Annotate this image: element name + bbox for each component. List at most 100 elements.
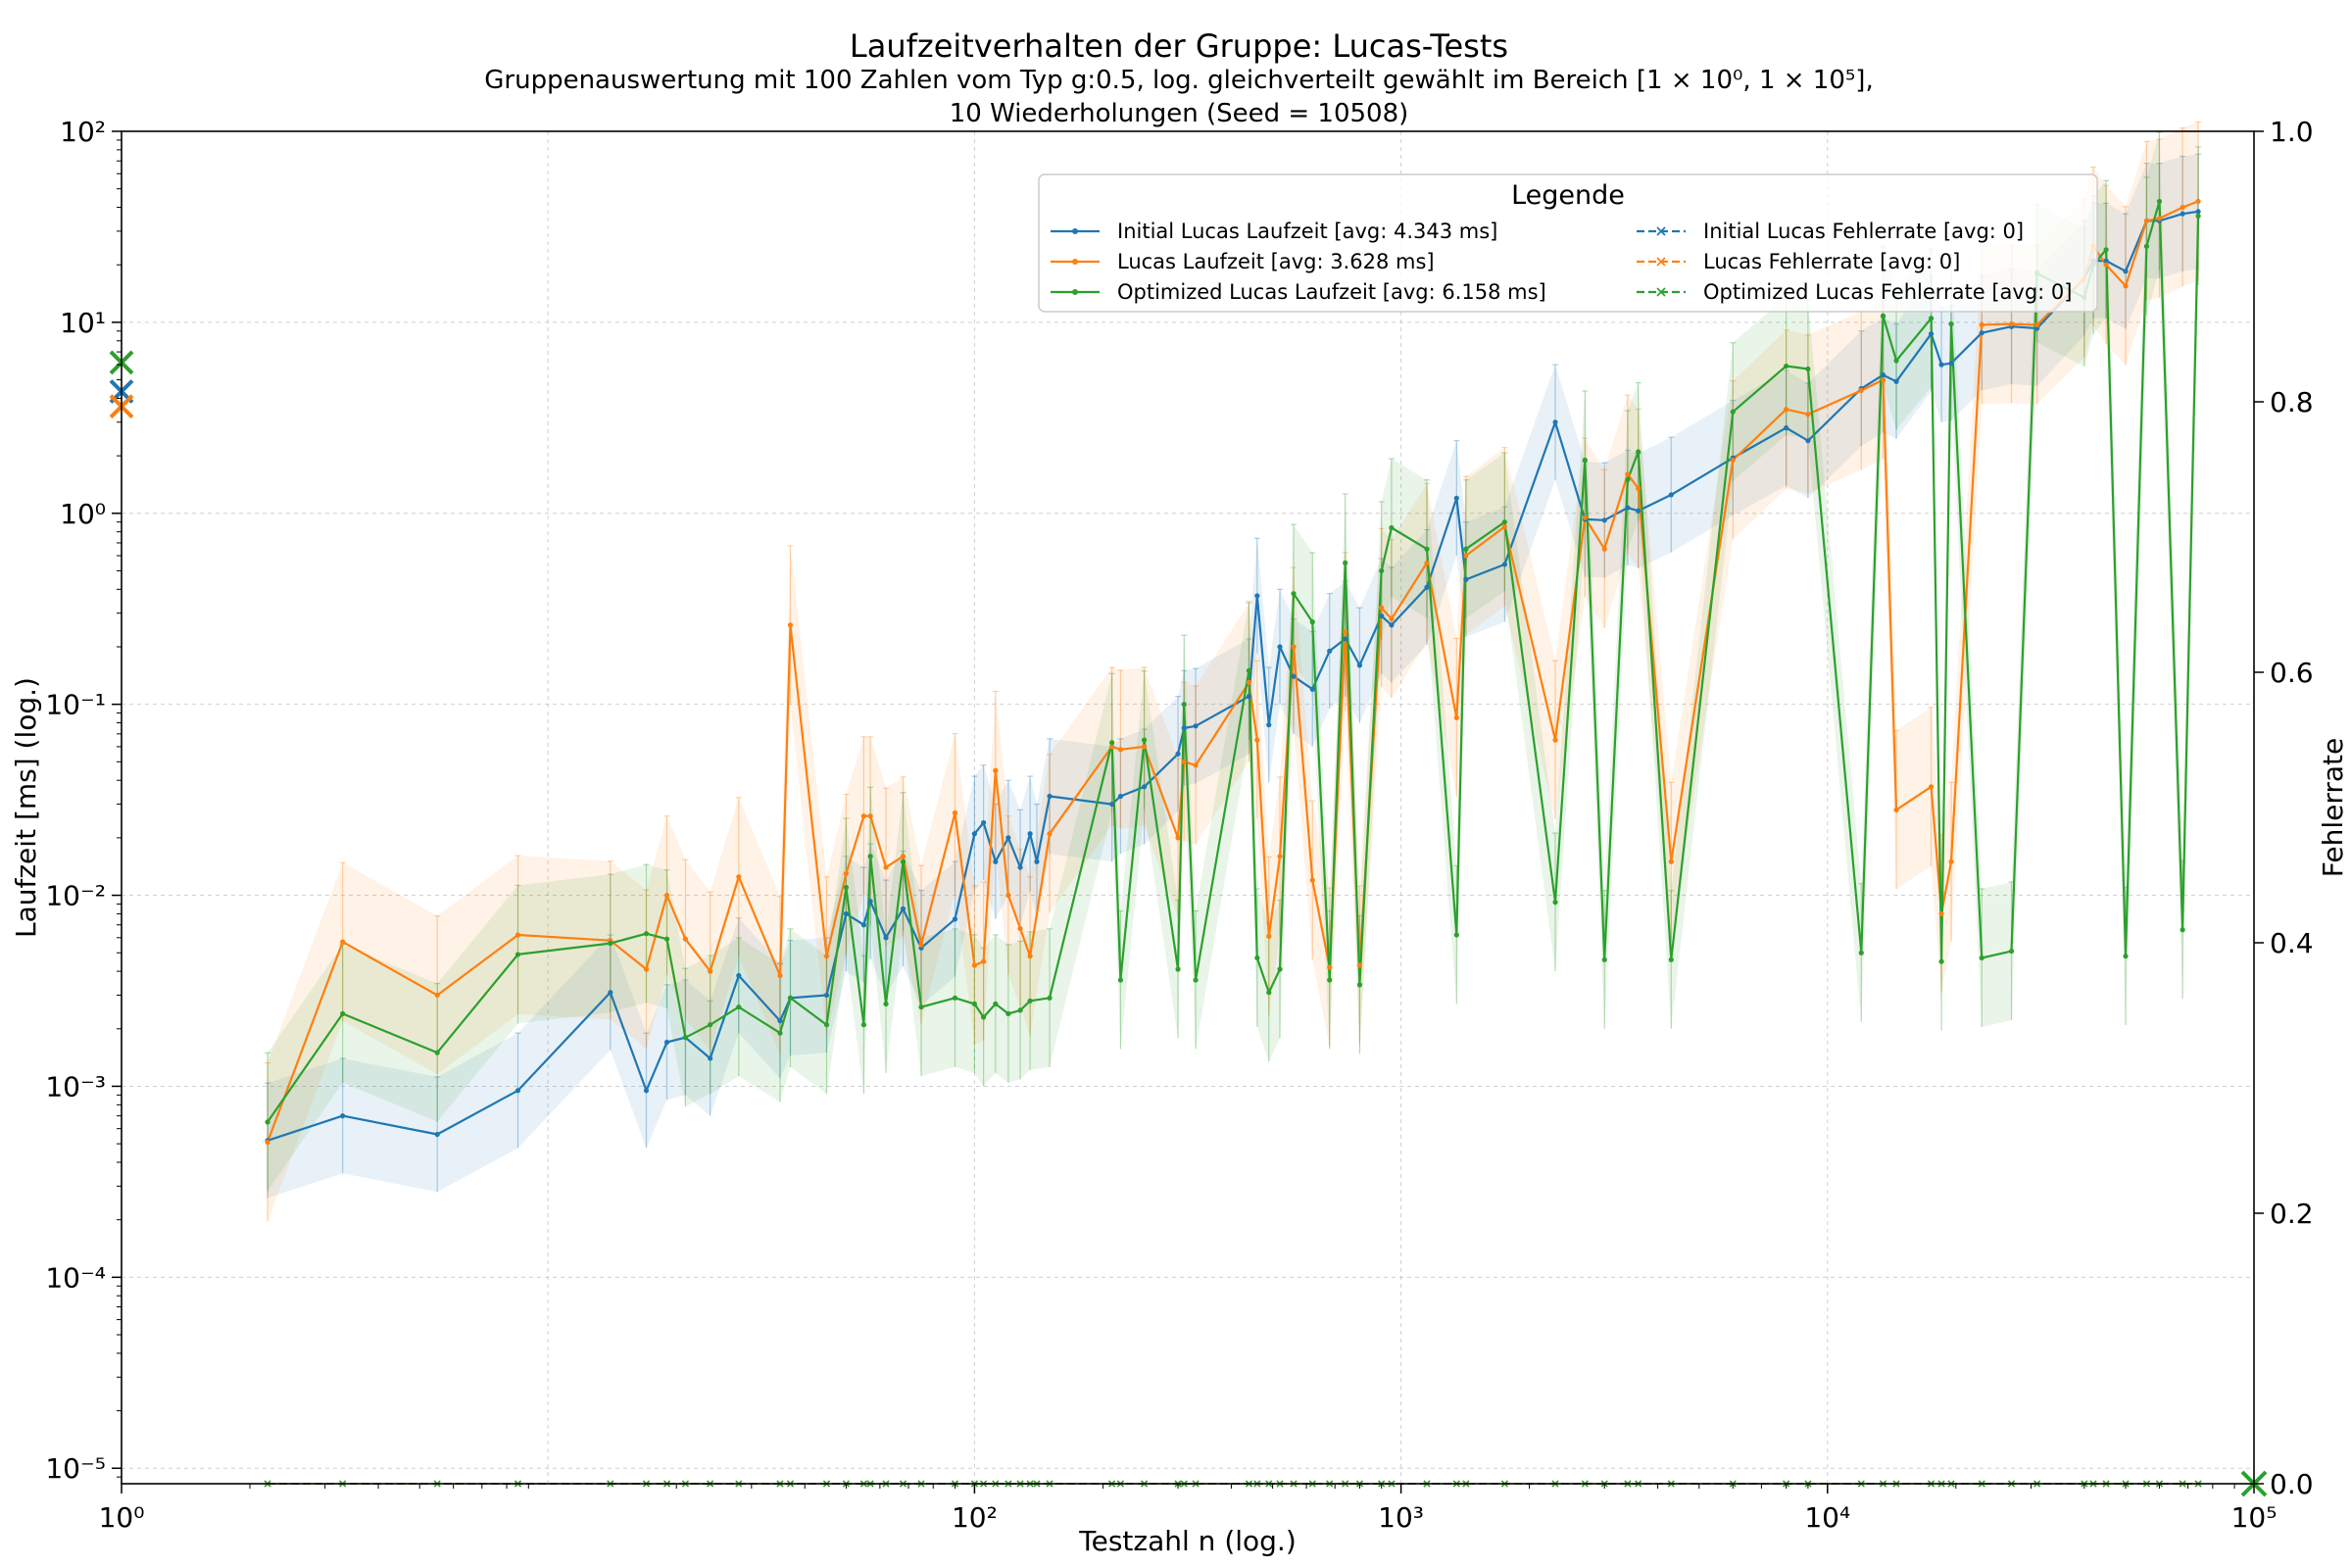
data-point bbox=[867, 854, 873, 859]
legend-swatch-marker bbox=[1656, 226, 1666, 236]
data-point bbox=[1424, 560, 1430, 565]
data-point bbox=[1141, 784, 1148, 790]
data-point bbox=[883, 864, 889, 870]
data-point bbox=[1928, 316, 1935, 321]
data-point bbox=[1141, 744, 1148, 750]
data-point bbox=[867, 813, 873, 819]
data-point bbox=[1893, 358, 1899, 364]
data-point bbox=[843, 870, 849, 876]
data-point bbox=[736, 1004, 742, 1010]
data-point bbox=[1979, 321, 1984, 328]
data-point bbox=[883, 935, 889, 941]
data-point bbox=[434, 992, 440, 999]
data-point bbox=[1356, 982, 1363, 988]
legend-entry-label: Initial Lucas Laufzeit [avg: 4.343 ms] bbox=[1117, 220, 1497, 243]
data-point bbox=[860, 1022, 867, 1028]
data-point bbox=[993, 858, 999, 864]
confidence-band bbox=[268, 122, 2199, 1222]
x-axis-label: Testzahl n (log.) bbox=[1078, 1525, 1297, 1557]
data-point bbox=[787, 622, 794, 628]
data-point bbox=[340, 1010, 346, 1016]
data-point bbox=[1979, 330, 1984, 336]
data-point bbox=[2195, 213, 2201, 220]
data-point bbox=[2103, 258, 2109, 264]
data-point bbox=[1948, 858, 1954, 864]
y2-tick-label: 0.4 bbox=[2270, 927, 2314, 959]
data-point bbox=[1625, 471, 1631, 477]
y2-axis-ticks: 0.0 0.2 0.4 0.6 0.8 1.0 bbox=[2254, 116, 2314, 1500]
y-axis-ticks: 10⁻⁵ 10⁻⁴ 10⁻³ 10⁻² 10⁻¹ 10⁰ 10¹ 10² bbox=[45, 116, 122, 1485]
data-point bbox=[1668, 858, 1674, 864]
data-point bbox=[2123, 283, 2129, 289]
y2-tick-label: 0.6 bbox=[2270, 657, 2314, 689]
data-point bbox=[1291, 673, 1297, 679]
data-point bbox=[981, 958, 987, 964]
data-point bbox=[1463, 553, 1469, 559]
data-point bbox=[918, 1004, 924, 1010]
data-point bbox=[900, 854, 906, 859]
data-point bbox=[1636, 449, 1642, 455]
y-tick-label: 10⁻⁵ bbox=[45, 1452, 106, 1485]
y-tick-label: 10² bbox=[60, 116, 106, 148]
data-point bbox=[663, 936, 670, 942]
data-point bbox=[1327, 964, 1333, 970]
y2-tick-label: 1.0 bbox=[2270, 116, 2314, 148]
data-point bbox=[2180, 927, 2185, 933]
data-point bbox=[1928, 331, 1935, 337]
data-point bbox=[2180, 211, 2185, 217]
data-point bbox=[1979, 955, 1984, 961]
data-point bbox=[1343, 560, 1348, 565]
legend-entry-label: Initial Lucas Fehlerrate [avg: 0] bbox=[1703, 220, 2024, 243]
data-point bbox=[1266, 933, 1272, 939]
data-point bbox=[340, 1113, 346, 1119]
plot-frame bbox=[121, 130, 2255, 1485]
data-point bbox=[514, 1088, 521, 1094]
data-point bbox=[1343, 628, 1348, 635]
data-point bbox=[1552, 900, 1558, 906]
data-point bbox=[1117, 793, 1124, 800]
data-point bbox=[1309, 686, 1315, 692]
y-tick-label: 10¹ bbox=[60, 307, 106, 339]
data-point bbox=[1463, 576, 1469, 582]
data-point bbox=[1175, 751, 1181, 757]
legend: Legende Initial Lucas Laufzeit [avg: 4.3… bbox=[1038, 173, 2098, 313]
data-point bbox=[1291, 644, 1297, 650]
series-line bbox=[267, 200, 2200, 1123]
legend-title: Legende bbox=[1511, 180, 1625, 211]
data-point bbox=[1027, 998, 1033, 1004]
data-point bbox=[1453, 932, 1459, 938]
data-point bbox=[1784, 425, 1789, 431]
data-point bbox=[777, 1030, 783, 1036]
data-point bbox=[1027, 831, 1033, 837]
data-point bbox=[1034, 858, 1040, 864]
y-tick-label: 10⁻³ bbox=[45, 1070, 106, 1102]
y-tick-label: 10⁰ bbox=[60, 498, 106, 530]
data-point bbox=[981, 1014, 987, 1020]
data-point bbox=[952, 809, 958, 816]
data-point bbox=[860, 813, 867, 819]
data-point bbox=[434, 1050, 440, 1055]
data-point bbox=[2103, 247, 2109, 253]
data-point bbox=[1880, 376, 1886, 383]
data-point bbox=[1938, 910, 1944, 917]
legend-entry-label: Lucas Laufzeit [avg: 3.628 ms] bbox=[1117, 250, 1435, 273]
data-point bbox=[1277, 854, 1283, 859]
data-point bbox=[1005, 892, 1011, 899]
y2-axis-label: Fehlerrate bbox=[2317, 738, 2349, 877]
data-point bbox=[1424, 584, 1430, 590]
data-point bbox=[1193, 977, 1199, 983]
chart-subtitle-line1: Gruppenauswertung mit 100 Zahlen vom Typ… bbox=[484, 66, 1873, 95]
data-point bbox=[1453, 714, 1459, 721]
y2-tick-label: 0.2 bbox=[2270, 1198, 2314, 1230]
data-point bbox=[1880, 313, 1886, 318]
data-point bbox=[777, 972, 783, 979]
data-point bbox=[2143, 243, 2150, 249]
data-point bbox=[1668, 956, 1674, 962]
data-point bbox=[2195, 209, 2201, 215]
data-point bbox=[883, 1001, 889, 1006]
data-point bbox=[1017, 1007, 1023, 1013]
confidence-band bbox=[268, 154, 2199, 1199]
data-point bbox=[952, 916, 958, 922]
x-tick-label: 10³ bbox=[1378, 1501, 1424, 1534]
x-tick-label: 10² bbox=[952, 1501, 998, 1534]
